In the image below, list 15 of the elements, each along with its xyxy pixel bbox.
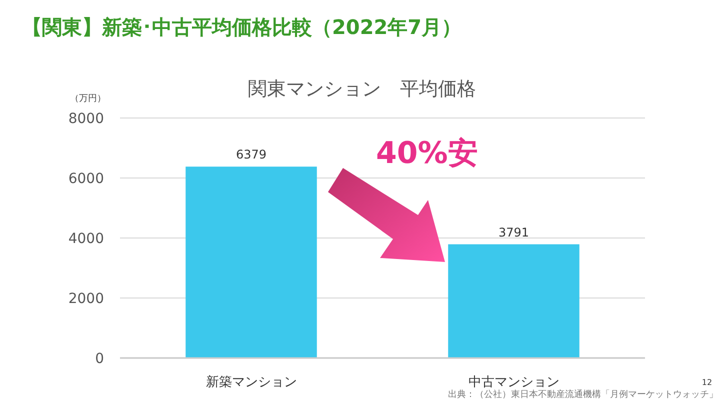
chart-title: 【関東】新築･中古平均価格比較（2022年7月） [22,15,462,39]
y-tick-label: 8000 [68,111,104,127]
annotation: 40%安 [376,136,478,171]
y-tick-label: 6000 [68,171,104,187]
y-axis-title: （万円） [70,94,106,104]
y-tick-label: 0 [95,351,104,367]
x-tick-label: 中古マンション [468,375,560,390]
y-tick-label: 2000 [68,291,104,307]
text: 12 [702,378,712,387]
source-note: 出典：（公社）東日本不動産流通機構「月例マーケットウォッチ」 [448,389,718,400]
y-tick-label: 4000 [68,231,104,247]
data-label: 3791 [498,225,530,240]
data-label: 6379 [236,148,267,162]
chart-subtitle: 関東マンション 平均価格 [248,78,476,100]
x-tick-label: 新築マンション [206,375,297,390]
